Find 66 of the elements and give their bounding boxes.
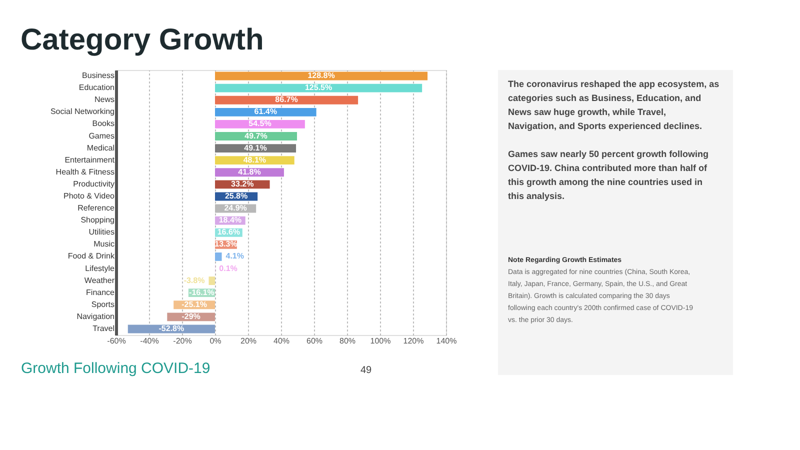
bar [215, 108, 316, 116]
x-tick-label: 140% [436, 336, 457, 346]
x-tick-label: -40% [140, 336, 159, 346]
y-tick-label: Music [94, 240, 114, 249]
x-tick-label: 40% [273, 336, 290, 346]
y-tick-label: Travel [92, 324, 115, 333]
data-label: 41.8% [238, 167, 261, 176]
text: 49 [360, 365, 372, 376]
y-tick-label: Social Networking [50, 107, 114, 116]
bar [215, 96, 358, 104]
y-tick-label: News [94, 95, 114, 104]
y-tick-label: Shopping [80, 216, 114, 225]
bar [215, 84, 422, 92]
data-label: -52.8% [158, 324, 184, 333]
bar [215, 252, 222, 261]
bar [208, 276, 215, 286]
y-tick-label: Games [88, 131, 114, 140]
data-label: -16.1% [189, 288, 214, 297]
data-label: 125.5% [304, 83, 332, 92]
y-tick-label: Business [82, 71, 114, 80]
data-label: 18.4% [218, 216, 242, 225]
text: Games saw nearly 50 percent growth following COVID-19. China contributed more than half of this growth among the nine countries used in this analysis. [508, 149, 709, 201]
data-label: -3.8% [184, 276, 205, 285]
data-label: 48.1% [243, 155, 266, 164]
data-label: 49.7% [244, 131, 268, 140]
y-tick-label: Navigation [76, 312, 114, 321]
y-tick-label: Lifestyle [85, 264, 116, 273]
x-tick-label: 20% [240, 336, 257, 346]
y-tick-label: Productivity [73, 179, 114, 188]
x-tick-label: -60% [107, 336, 126, 346]
data-label: 0.1% [219, 264, 238, 273]
data-label: 54.5% [248, 119, 272, 128]
data-label: 16.6% [217, 228, 240, 237]
data-label: 4.1% [226, 252, 244, 261]
x-tick-label: 0% [210, 336, 222, 346]
y-tick-label: Medical [86, 143, 115, 152]
data-label: 33.2% [231, 179, 254, 188]
data-label: 61.4% [254, 107, 277, 116]
data-label: 24.9% [224, 204, 247, 213]
y-tick-label: Books [92, 119, 114, 128]
data-label: 128.8% [308, 71, 335, 80]
data-label: 86.7% [275, 95, 298, 104]
data-label: 49.1% [244, 143, 267, 152]
bar [215, 120, 305, 128]
x-tick-label: 60% [306, 336, 323, 346]
y-tick-label: Sports [91, 300, 114, 309]
data-label: -29% [182, 312, 200, 321]
data-label: -25.1% [182, 300, 207, 309]
y-tick-label: Weather [84, 276, 115, 285]
x-tick-label: -20% [173, 336, 192, 346]
y-tick-label: Food & Drink [68, 252, 116, 261]
y-tick-label: Health & Fitness [56, 167, 114, 176]
x-tick-label: 120% [403, 336, 424, 346]
data-label: 25.8% [224, 191, 248, 200]
y-tick-label: Entertainment [64, 155, 116, 164]
x-tick-label: 100% [370, 336, 391, 346]
data-label: 13.3% [214, 240, 238, 249]
y-tick-label: Finance [86, 288, 116, 297]
text: Growth Following COVID-19 [21, 360, 210, 377]
x-tick-label: 80% [339, 336, 356, 346]
y-tick-label: Reference [78, 204, 116, 213]
y-tick-label: Education [78, 83, 114, 92]
y-tick-label: Photo & Video [63, 191, 116, 200]
text: The coronavirus reshaped the app ecosystem, as categories such as Business, Education, and News saw huge growth, while Travel, Navigation, and Sports experienced declines. [508, 79, 720, 131]
y-tick-label: Utilities [88, 228, 114, 237]
chart-title: Category Growth [20, 24, 264, 56]
